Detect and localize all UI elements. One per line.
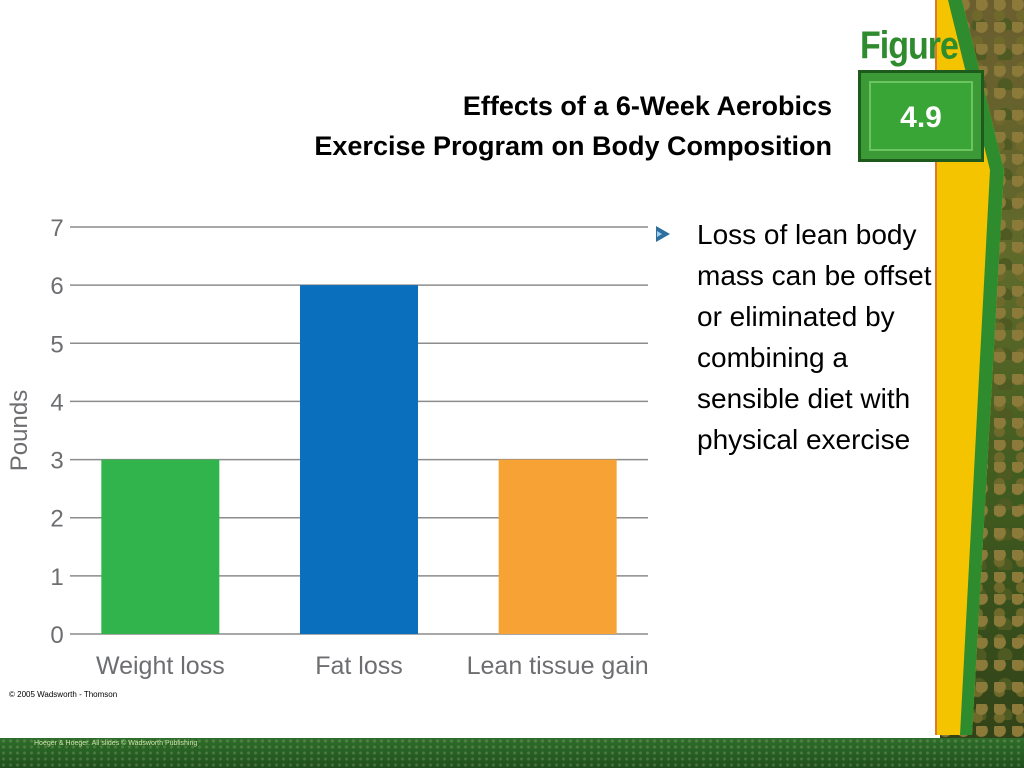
bar <box>498 459 617 634</box>
y-tick-label: 7 <box>50 215 63 242</box>
title-line-1: Effects of a 6-Week Aerobics <box>462 91 832 121</box>
copyright-text: © 2005 Wadsworth - Thomson <box>9 690 118 699</box>
y-tick-label: 1 <box>50 564 63 591</box>
footer-text: Hoeger & Hoeger. All slides © Wadsworth … <box>34 740 198 747</box>
y-axis-label: Pounds <box>6 390 33 471</box>
y-tick-label: 3 <box>50 448 63 475</box>
bullet-arrow-icon <box>656 226 670 242</box>
yellow-stripe <box>936 0 1004 735</box>
y-tick-label: 2 <box>50 506 63 533</box>
x-category-label: Fat loss <box>315 652 403 680</box>
green-stripe <box>948 0 1004 735</box>
bullet-text: Loss of lean body mass can be offset or … <box>697 219 932 455</box>
y-tick-label: 0 <box>50 622 63 649</box>
bar <box>300 285 418 634</box>
bar <box>101 459 220 634</box>
figure-number: 4.9 <box>900 101 942 134</box>
y-tick-label: 4 <box>50 389 63 416</box>
y-tick-label: 6 <box>50 273 63 300</box>
bar-chart: 0 1 2 3 4 5 6 7 Pounds Weight loss Fat loss Lean ti… <box>6 215 649 680</box>
title-line-2: Exercise Program on Body Composition <box>314 131 832 161</box>
y-tick-label: 5 <box>50 331 63 358</box>
figure-label: Figure <box>860 24 959 68</box>
figure-number-badge: 4.9 <box>858 70 984 162</box>
x-category-label: Weight loss <box>96 652 225 680</box>
slide-title: Effects of a 6-Week Aerobics Exercise Pr… <box>160 86 832 166</box>
x-category-label: Lean tissue gain <box>467 652 649 680</box>
bottom-band <box>0 738 1024 768</box>
